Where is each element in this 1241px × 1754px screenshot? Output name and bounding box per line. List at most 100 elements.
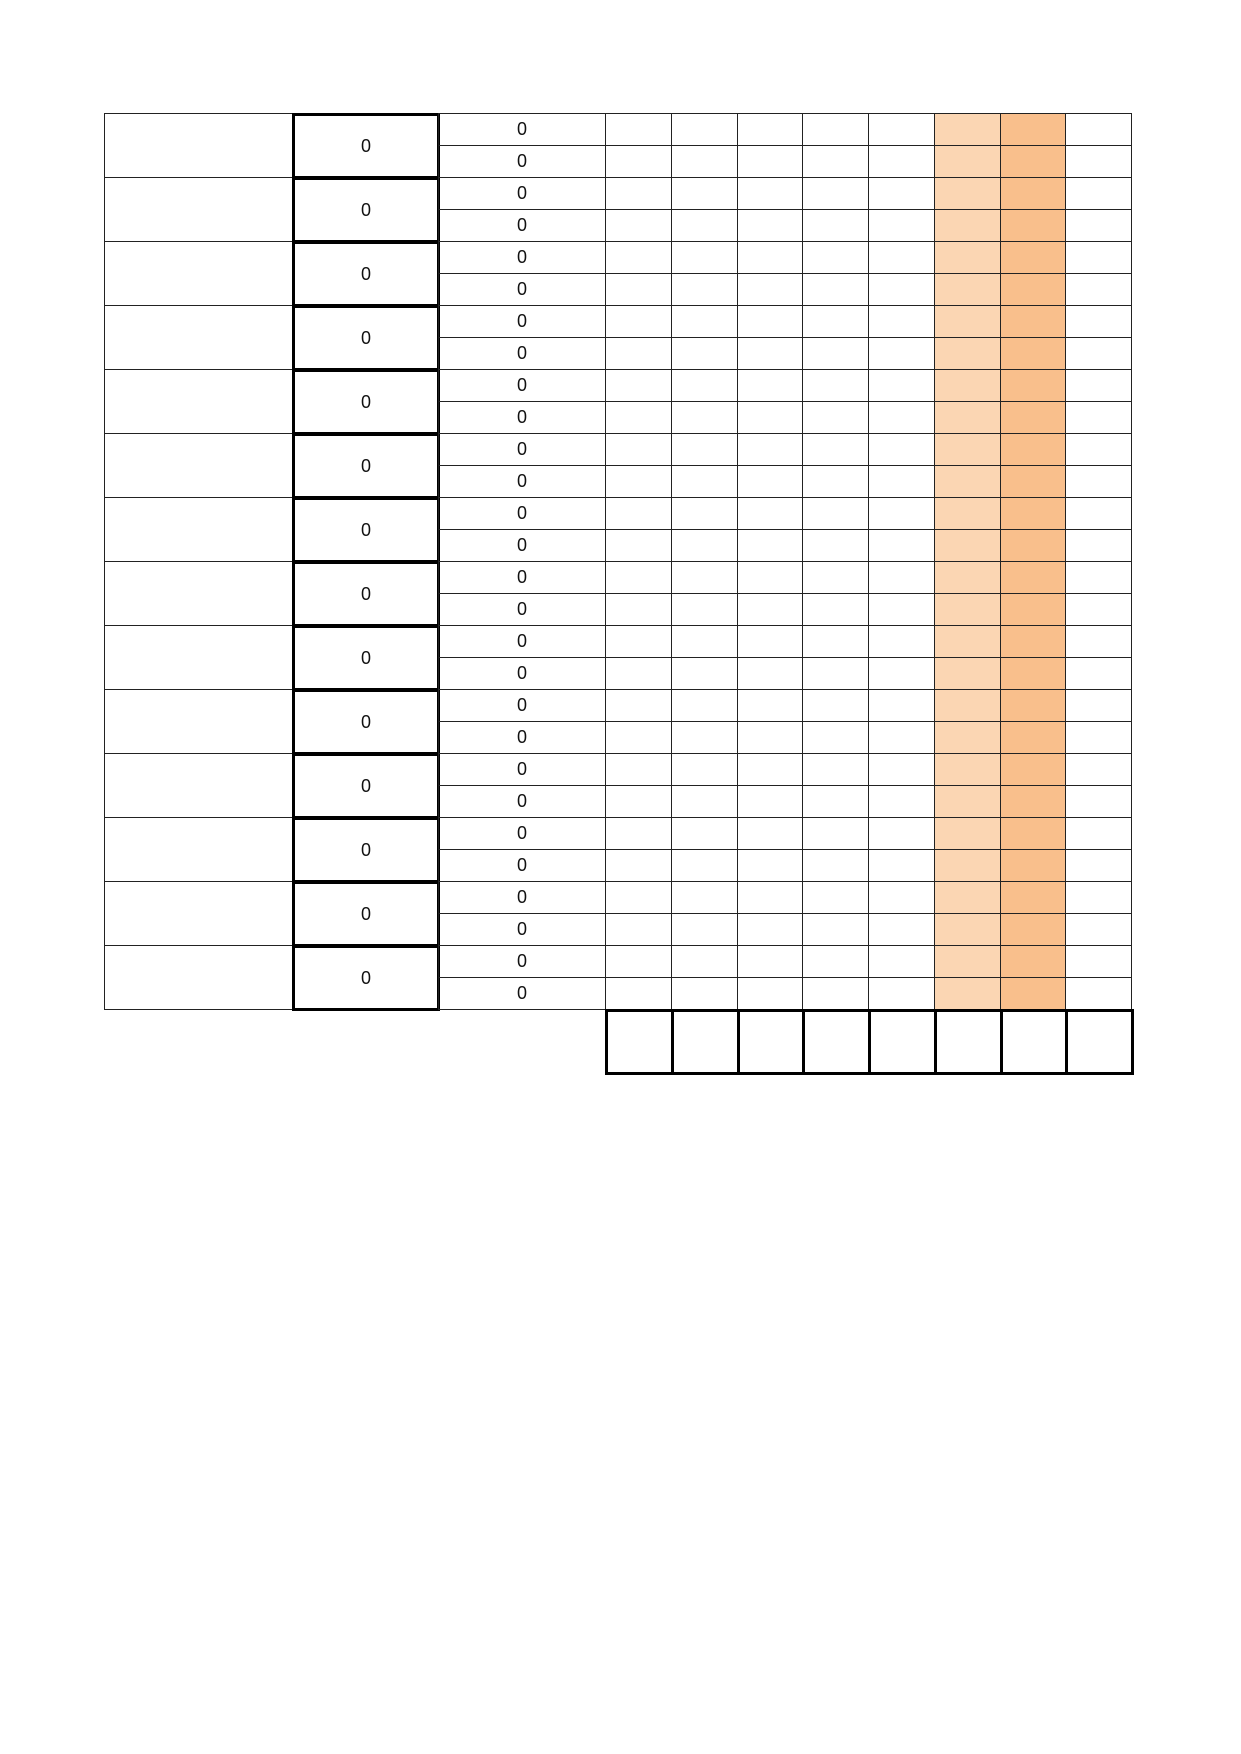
sub-value-cell[interactable]: 0: [438, 657, 606, 690]
grid-cell[interactable]: [999, 433, 1067, 466]
grid-cell[interactable]: [605, 145, 672, 178]
label-cell[interactable]: [104, 369, 293, 434]
grid-cell[interactable]: [868, 497, 935, 530]
grid-cell[interactable]: [605, 241, 672, 274]
grid-cell[interactable]: [999, 177, 1067, 210]
grid-cell[interactable]: [933, 817, 1001, 850]
grid-cell[interactable]: [999, 689, 1067, 722]
grid-cell[interactable]: [999, 113, 1067, 146]
grid-cell[interactable]: [670, 273, 738, 306]
grid-cell[interactable]: [933, 177, 1001, 210]
grid-cell[interactable]: [736, 337, 804, 370]
grid-cell[interactable]: [933, 113, 1001, 146]
sub-value-cell[interactable]: 0: [438, 529, 606, 562]
grid-cell[interactable]: [605, 113, 672, 146]
grid-cell[interactable]: [933, 465, 1001, 498]
grid-cell[interactable]: [933, 337, 1001, 370]
sub-value-cell[interactable]: 0: [438, 689, 606, 722]
grid-cell[interactable]: [933, 945, 1001, 978]
grid-cell[interactable]: [1065, 497, 1132, 530]
sub-value-cell[interactable]: 0: [438, 401, 606, 434]
label-cell[interactable]: [104, 177, 293, 242]
grid-cell[interactable]: [670, 401, 738, 434]
grid-cell[interactable]: [802, 113, 869, 146]
grid-cell[interactable]: [999, 817, 1067, 850]
grid-cell[interactable]: [868, 593, 935, 626]
grid-cell[interactable]: [605, 977, 672, 1010]
grid-cell[interactable]: [802, 753, 869, 786]
grid-cell[interactable]: [1065, 145, 1132, 178]
grid-cell[interactable]: [670, 785, 738, 818]
grid-cell[interactable]: [736, 497, 804, 530]
grid-cell[interactable]: [802, 977, 869, 1010]
grid-cell[interactable]: [670, 913, 738, 946]
grid-cell[interactable]: [1065, 625, 1132, 658]
grid-cell[interactable]: [933, 881, 1001, 914]
grid-cell[interactable]: [933, 497, 1001, 530]
grid-cell[interactable]: [868, 177, 935, 210]
grid-cell[interactable]: [1065, 945, 1132, 978]
grid-cell[interactable]: [605, 369, 672, 402]
grid-cell[interactable]: [1065, 177, 1132, 210]
grid-cell[interactable]: [999, 305, 1067, 338]
grid-cell[interactable]: [933, 977, 1001, 1010]
label-cell[interactable]: [104, 753, 293, 818]
grid-cell[interactable]: [605, 657, 672, 690]
grid-cell[interactable]: [999, 721, 1067, 754]
grid-cell[interactable]: [1065, 721, 1132, 754]
grid-cell[interactable]: [999, 497, 1067, 530]
grid-cell[interactable]: [670, 721, 738, 754]
grid-cell[interactable]: [605, 337, 672, 370]
grid-cell[interactable]: [933, 561, 1001, 594]
sub-value-cell[interactable]: 0: [438, 753, 606, 786]
grid-cell[interactable]: [999, 657, 1067, 690]
grid-cell[interactable]: [933, 849, 1001, 882]
grid-cell[interactable]: [736, 209, 804, 242]
grid-cell[interactable]: [933, 305, 1001, 338]
grid-cell[interactable]: [999, 369, 1067, 402]
grid-cell[interactable]: [868, 849, 935, 882]
grid-cell[interactable]: [999, 209, 1067, 242]
grid-cell[interactable]: [802, 593, 869, 626]
grid-cell[interactable]: [736, 881, 804, 914]
grid-cell[interactable]: [736, 913, 804, 946]
grid-cell[interactable]: [670, 945, 738, 978]
grid-cell[interactable]: [1065, 305, 1132, 338]
grid-cell[interactable]: [802, 689, 869, 722]
grid-cell[interactable]: [1065, 561, 1132, 594]
grid-cell[interactable]: [933, 913, 1001, 946]
grid-cell[interactable]: [736, 689, 804, 722]
grid-cell[interactable]: [670, 593, 738, 626]
total-cell[interactable]: [999, 1009, 1069, 1075]
group-value-cell[interactable]: 0: [292, 497, 440, 563]
grid-cell[interactable]: [802, 945, 869, 978]
grid-cell[interactable]: [802, 305, 869, 338]
grid-cell[interactable]: [802, 273, 869, 306]
grid-cell[interactable]: [670, 177, 738, 210]
label-cell[interactable]: [104, 561, 293, 626]
group-value-cell[interactable]: 0: [292, 113, 440, 179]
label-cell[interactable]: [104, 497, 293, 562]
grid-cell[interactable]: [670, 465, 738, 498]
sub-value-cell[interactable]: 0: [438, 721, 606, 754]
grid-cell[interactable]: [999, 913, 1067, 946]
grid-cell[interactable]: [736, 177, 804, 210]
label-cell[interactable]: [104, 113, 293, 178]
grid-cell[interactable]: [802, 849, 869, 882]
grid-cell[interactable]: [605, 881, 672, 914]
grid-cell[interactable]: [999, 625, 1067, 658]
grid-cell[interactable]: [999, 337, 1067, 370]
grid-cell[interactable]: [605, 273, 672, 306]
grid-cell[interactable]: [736, 273, 804, 306]
grid-cell[interactable]: [1065, 657, 1132, 690]
grid-cell[interactable]: [1065, 977, 1132, 1010]
grid-cell[interactable]: [868, 625, 935, 658]
sub-value-cell[interactable]: 0: [438, 881, 606, 914]
grid-cell[interactable]: [736, 657, 804, 690]
grid-cell[interactable]: [1065, 529, 1132, 562]
grid-cell[interactable]: [933, 209, 1001, 242]
total-cell[interactable]: [1065, 1009, 1134, 1075]
grid-cell[interactable]: [933, 689, 1001, 722]
grid-cell[interactable]: [605, 913, 672, 946]
grid-cell[interactable]: [868, 913, 935, 946]
